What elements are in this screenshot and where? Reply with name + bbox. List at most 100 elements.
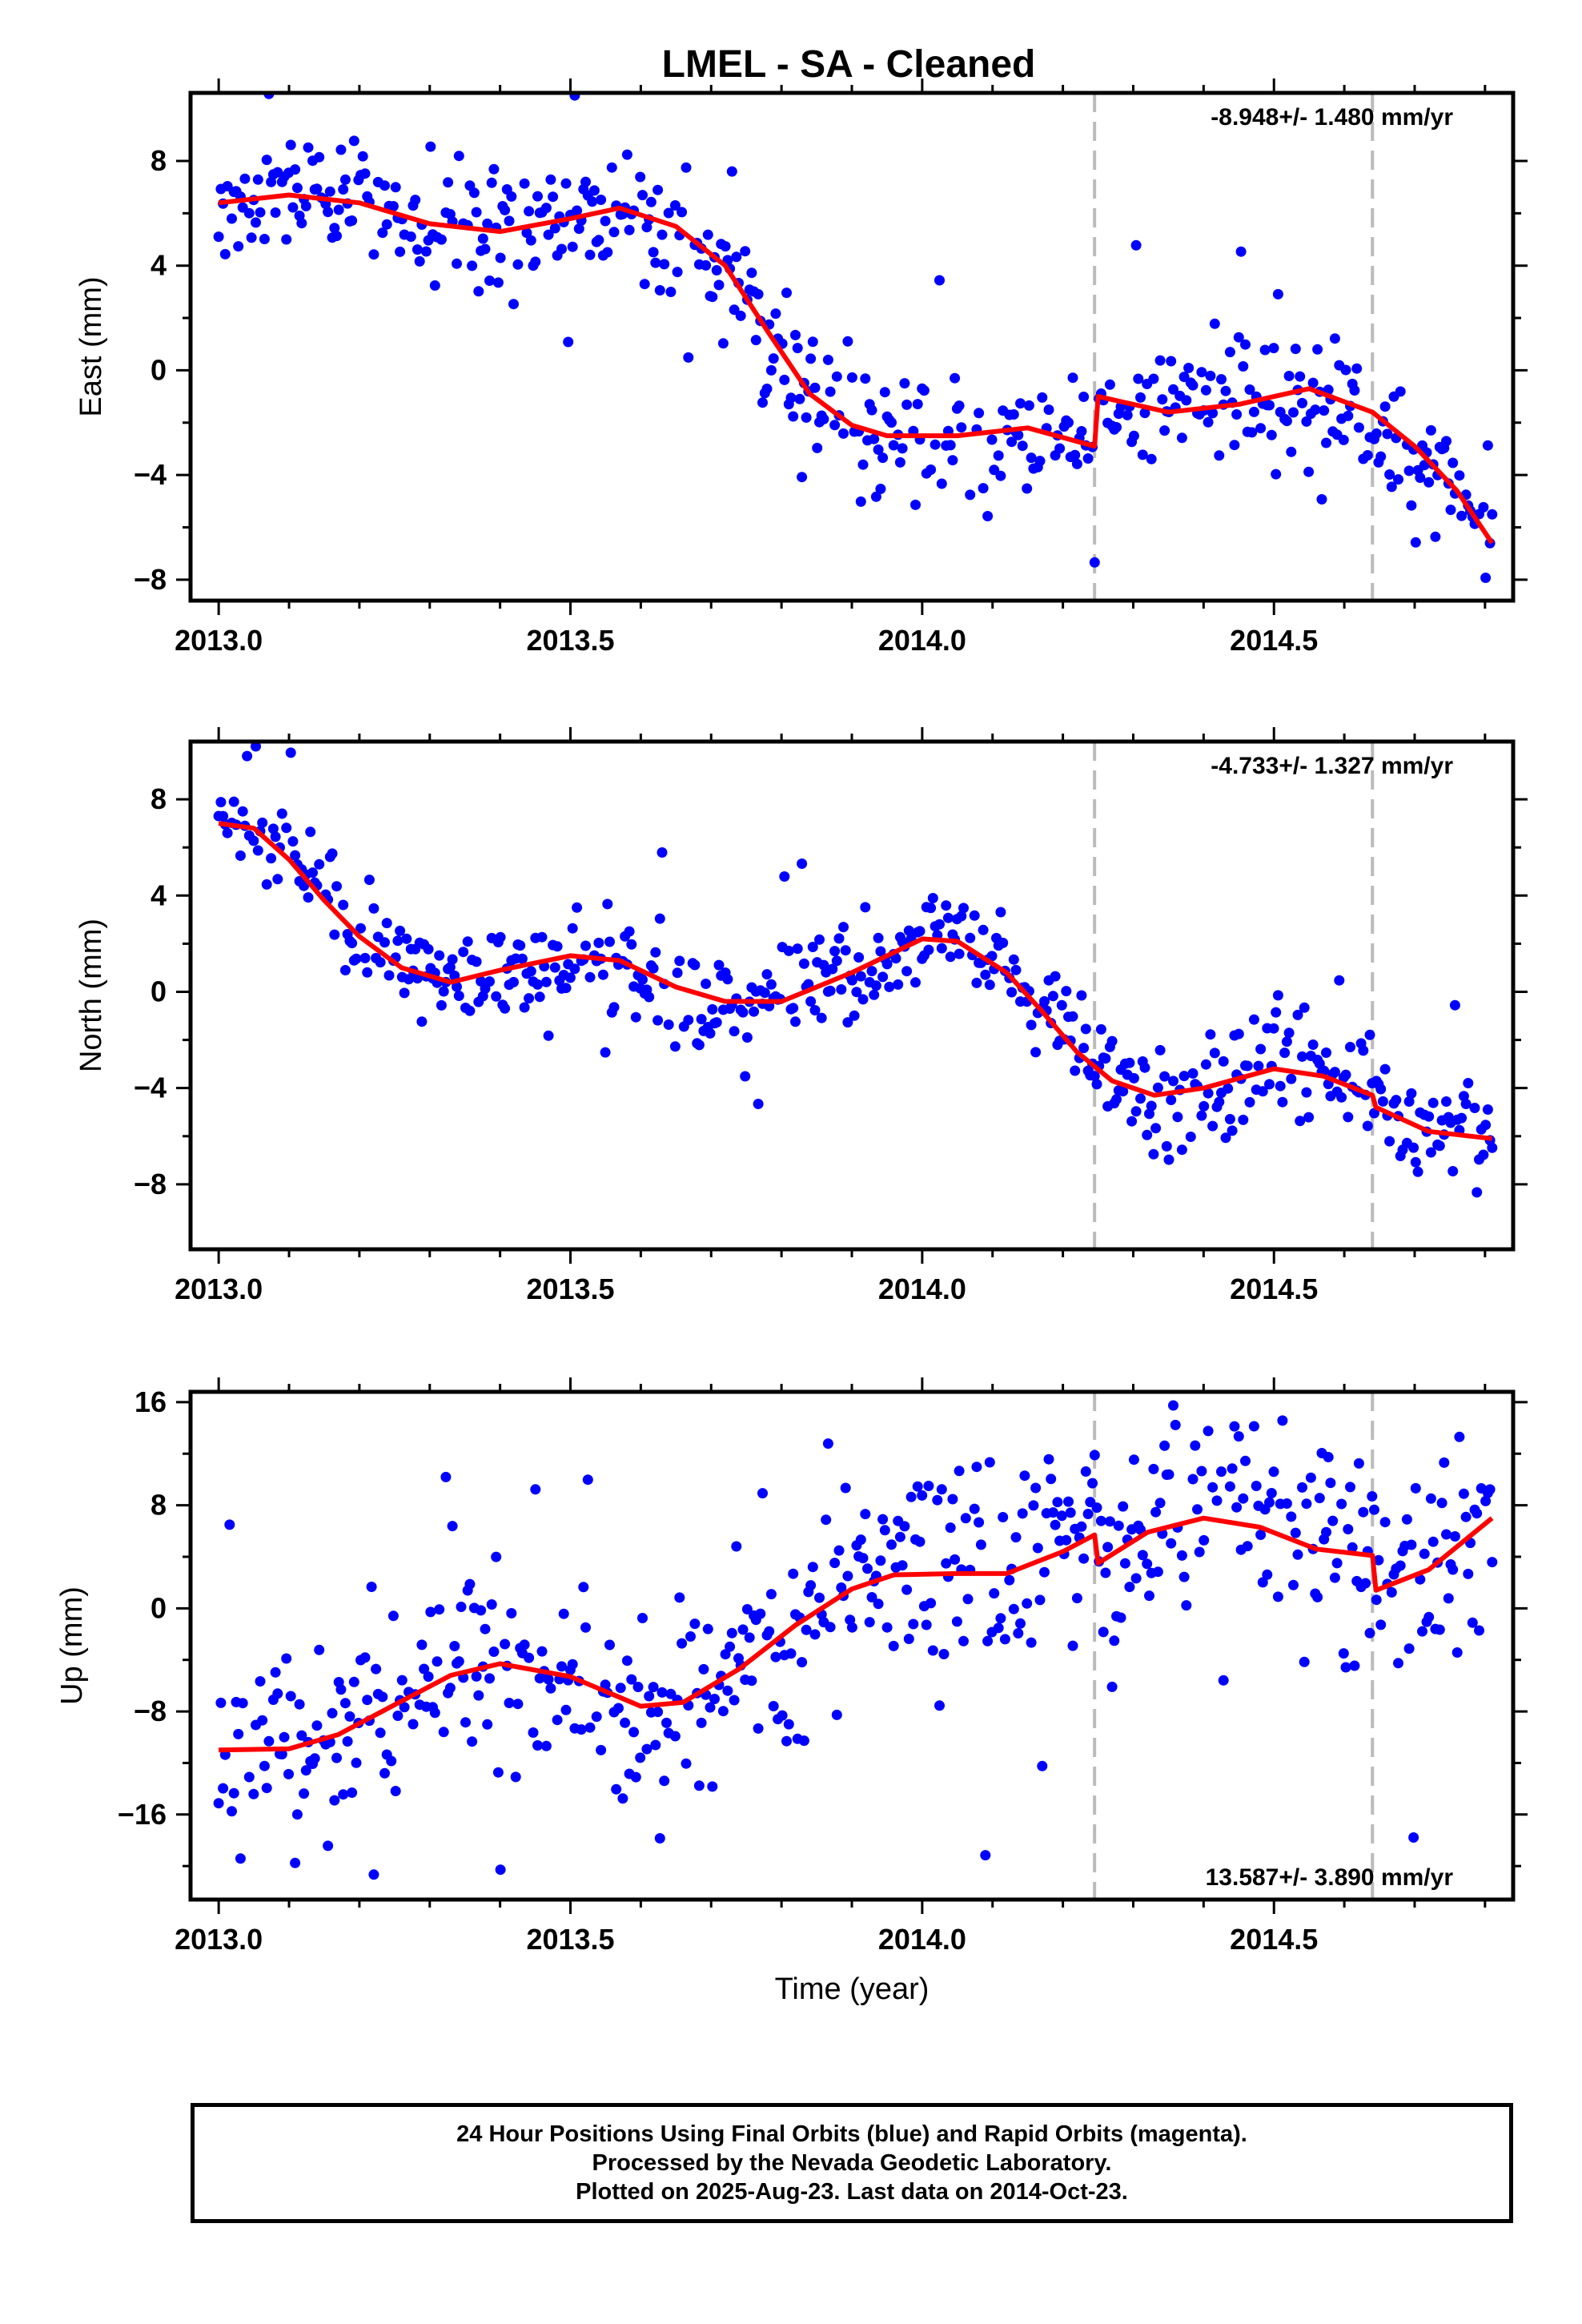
- data-point: [884, 981, 895, 992]
- data-point: [444, 1683, 456, 1694]
- data-point: [1159, 425, 1170, 436]
- data-point: [1170, 1419, 1181, 1430]
- data-point: [681, 162, 692, 173]
- data-point: [713, 279, 725, 291]
- data-point: [331, 231, 342, 242]
- data-point: [257, 817, 268, 828]
- data-point: [272, 1688, 283, 1699]
- data-point: [1214, 450, 1225, 461]
- data-point: [794, 393, 805, 404]
- data-point: [894, 456, 905, 468]
- data-point: [665, 1688, 677, 1699]
- data-point: [1190, 1440, 1201, 1451]
- data-point: [471, 207, 482, 218]
- plot-frame: [188, 739, 1516, 1252]
- data-point: [252, 174, 263, 185]
- data-point: [1417, 1626, 1427, 1637]
- data-point: [1128, 430, 1139, 441]
- data-points: [213, 93, 1498, 583]
- data-point: [296, 218, 307, 229]
- data-point: [621, 1655, 632, 1667]
- data-point: [624, 926, 635, 937]
- x-tick-label: 2014.5: [1230, 1273, 1318, 1305]
- data-point: [452, 258, 462, 269]
- data-point: [746, 1675, 757, 1687]
- y-tick-label: −4: [134, 458, 167, 491]
- data-point: [722, 974, 733, 985]
- data-point: [530, 256, 541, 267]
- data-point: [1482, 440, 1493, 451]
- data-point: [1142, 1558, 1153, 1570]
- data-point: [251, 742, 261, 752]
- data-point: [993, 450, 1004, 461]
- data-point: [1187, 1474, 1199, 1485]
- y-tick-label: 0: [151, 1591, 167, 1624]
- data-point: [1200, 1059, 1211, 1070]
- data-point: [899, 378, 910, 389]
- data-point: [855, 496, 866, 507]
- data-point: [825, 985, 836, 996]
- data-point: [383, 970, 395, 981]
- data-point: [945, 440, 956, 451]
- data-point: [1089, 1071, 1100, 1082]
- y-axis-label: Up (mm): [55, 1586, 89, 1705]
- data-point: [1297, 397, 1307, 408]
- data-point: [711, 1017, 722, 1028]
- data-point: [974, 1517, 985, 1528]
- data-point: [881, 1622, 893, 1633]
- data-point: [1207, 1482, 1219, 1493]
- data-point: [971, 1462, 982, 1473]
- data-point: [259, 1760, 270, 1771]
- data-point: [1351, 363, 1363, 374]
- data-point: [359, 168, 371, 179]
- data-point: [1299, 1656, 1310, 1667]
- data-point: [235, 850, 246, 861]
- data-point: [525, 235, 536, 246]
- data-point: [311, 183, 323, 195]
- data-point: [757, 1488, 768, 1499]
- data-point: [338, 1789, 349, 1800]
- data-point: [1091, 1079, 1102, 1090]
- data-point: [923, 944, 934, 955]
- data-point: [392, 1711, 404, 1721]
- data-point: [1178, 1071, 1190, 1082]
- data-point: [536, 931, 548, 943]
- data-point: [1310, 404, 1321, 416]
- data-point: [261, 155, 272, 166]
- data-point: [1248, 1421, 1259, 1432]
- data-point: [696, 1717, 707, 1728]
- data-point: [1006, 987, 1018, 998]
- data-point: [237, 806, 248, 817]
- data-point: [696, 1014, 707, 1025]
- data-point: [504, 1698, 515, 1708]
- data-point: [956, 422, 967, 433]
- data-point: [420, 246, 432, 257]
- plot-frame: [188, 1389, 1516, 1902]
- data-point: [624, 224, 635, 235]
- data-point: [1257, 1086, 1268, 1097]
- data-point: [1468, 1260, 1478, 1270]
- data-point: [1052, 1497, 1063, 1508]
- y-axis-label: East (mm): [74, 276, 108, 416]
- data-point: [842, 1570, 853, 1582]
- data-point: [1375, 1084, 1387, 1095]
- model-fit-line: [219, 1515, 1494, 1753]
- data-point: [777, 1710, 788, 1721]
- data-point: [864, 1617, 875, 1628]
- data-point: [515, 940, 526, 951]
- data-point: [436, 234, 447, 245]
- data-point: [705, 1027, 716, 1039]
- data-point: [849, 1293, 860, 1303]
- data-point: [1369, 1108, 1379, 1119]
- data-point: [414, 255, 425, 267]
- data-point: [597, 969, 608, 980]
- data-point: [1166, 1095, 1177, 1105]
- data-point: [930, 439, 941, 450]
- data-point: [761, 969, 773, 980]
- data-point: [866, 966, 877, 977]
- data-point: [1410, 1482, 1421, 1494]
- data-point: [805, 353, 817, 364]
- data-point: [1456, 510, 1468, 521]
- data-point: [1272, 1591, 1283, 1602]
- panel-north: 2013.0 2013.5 2014.0 2014.5 8 4 0 −4 −8 North (mm…: [74, 727, 1528, 1305]
